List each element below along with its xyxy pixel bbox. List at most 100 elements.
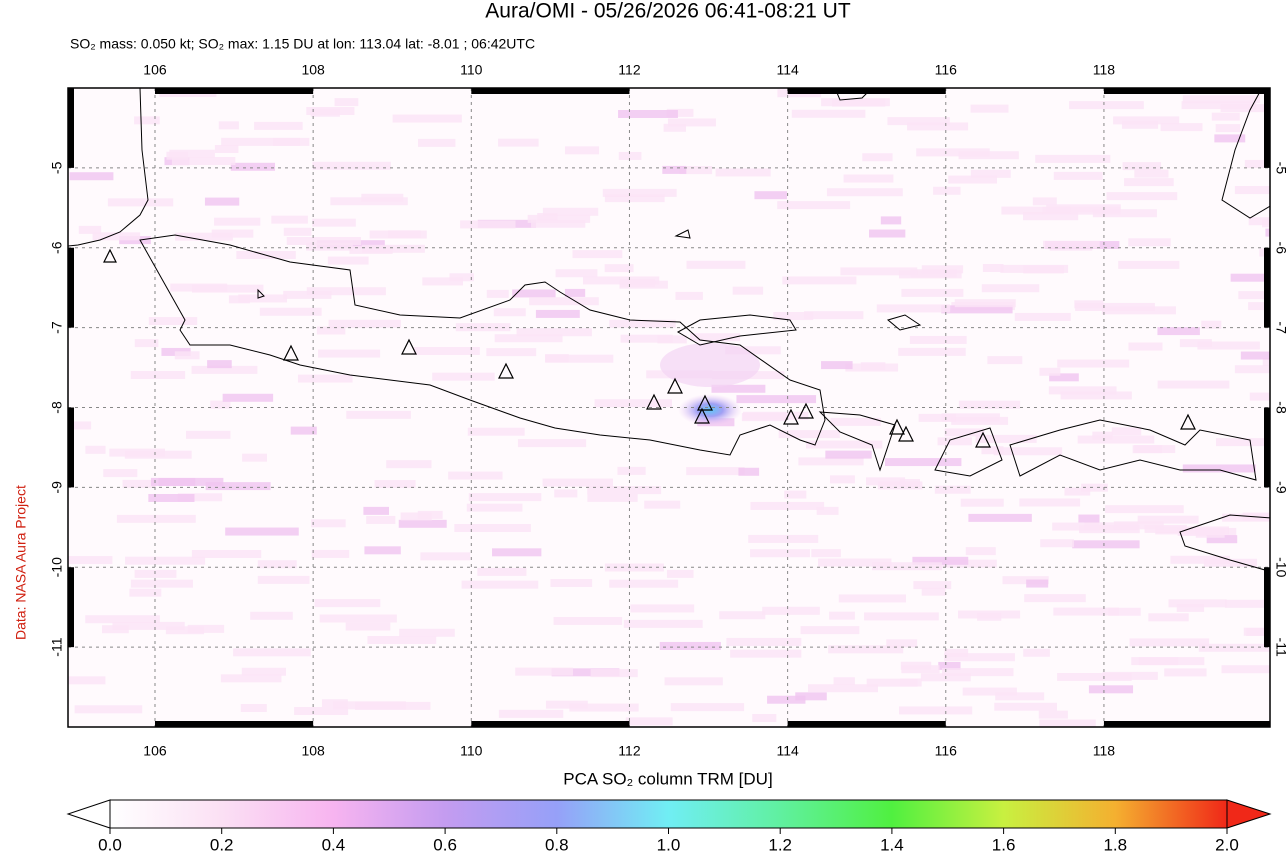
so2-pixel <box>449 273 474 282</box>
so2-pixel <box>572 250 623 259</box>
so2-pixel <box>220 674 282 683</box>
so2-pixel <box>795 692 827 701</box>
so2-pixel <box>620 334 673 343</box>
so2-pixel <box>74 705 143 714</box>
so2-pixel <box>800 626 860 635</box>
so2-pixel <box>1077 435 1155 444</box>
so2-pixel <box>912 556 969 565</box>
so2-pixel <box>1049 373 1079 382</box>
so2-pixel <box>103 469 138 478</box>
so2-pixel <box>664 677 723 686</box>
y-tick-label: -9 <box>49 481 65 494</box>
so2-pixel <box>1168 599 1227 608</box>
so2-pixel <box>719 611 766 620</box>
so2-pixel <box>618 151 642 160</box>
so2-pixel <box>116 514 196 523</box>
frame-bar <box>471 721 630 727</box>
so2-pixel <box>962 687 1017 696</box>
so2-pixel <box>1113 116 1180 125</box>
so2-pixel <box>833 677 855 686</box>
so2-pixel <box>545 354 614 363</box>
so2-pixel <box>1134 169 1169 178</box>
so2-pixel <box>257 575 310 584</box>
so2-pixel <box>1160 123 1203 132</box>
so2-pixel <box>778 430 840 439</box>
so2-pixel <box>363 506 389 515</box>
so2-pixel <box>134 339 159 348</box>
so2-pixel <box>1198 643 1270 652</box>
so2-pixel <box>553 616 623 625</box>
so2-pixel <box>327 256 369 265</box>
so2-pixel <box>311 519 346 528</box>
so2-pixel <box>542 207 599 216</box>
so2-pixel <box>191 550 262 559</box>
so2-pixel <box>130 371 186 380</box>
so2-pixel <box>666 108 694 117</box>
so2-pixel <box>512 289 556 298</box>
so2-pixel <box>85 445 106 454</box>
frame-bar <box>1103 721 1270 727</box>
so2-pixel <box>811 549 841 558</box>
frame-bar <box>68 567 74 648</box>
so2-pixel <box>987 356 1023 365</box>
so2-pixel <box>644 500 681 509</box>
so2-pixel <box>1023 648 1050 657</box>
so2-pixel <box>1203 558 1258 567</box>
so2-pixel <box>1081 483 1108 492</box>
x-tick-label: 108 <box>301 62 325 78</box>
so2-pixel <box>944 653 1015 662</box>
so2-pixel <box>918 413 956 422</box>
so2-pixel <box>1182 464 1256 473</box>
so2-pixel <box>1079 525 1140 534</box>
so2-pixel <box>319 614 397 623</box>
so2-pixel <box>386 460 432 469</box>
so2-pixel <box>1078 514 1100 523</box>
so2-pixel <box>1038 710 1068 719</box>
so2-pixel <box>1105 505 1184 514</box>
so2-pixel <box>1144 524 1187 533</box>
so2-pixel <box>204 197 240 206</box>
so2-pixel <box>107 198 174 207</box>
so2-pixel <box>418 138 456 147</box>
so2-pixel <box>492 548 542 557</box>
frame-bar <box>471 88 630 94</box>
so2-pixel <box>791 109 866 118</box>
so2-pixel <box>968 513 1032 522</box>
so2-pixel <box>1122 162 1162 171</box>
so2-pixel <box>1243 627 1270 636</box>
so2-pixel <box>828 645 904 654</box>
so2-pixel <box>730 649 802 658</box>
coastline <box>676 314 797 346</box>
x-tick-label: 118 <box>1093 743 1116 759</box>
colorbar <box>109 799 1228 829</box>
y-tick-label: -8 <box>49 401 65 414</box>
so2-pixel <box>1069 101 1144 110</box>
so2-pixel <box>1224 599 1270 608</box>
so2-pixel <box>1215 438 1270 447</box>
so2-pixel <box>921 265 964 274</box>
so2-pixel <box>545 700 588 709</box>
so2-pixel <box>328 319 401 328</box>
so2-pixel <box>1148 613 1189 622</box>
y-tick-label: -7 <box>1273 321 1288 334</box>
so2-pixel <box>1215 124 1241 133</box>
so2-pixel <box>374 480 416 489</box>
so2-pixel <box>192 284 264 293</box>
so2-pixel <box>314 599 381 608</box>
so2-pixel <box>1155 526 1229 535</box>
so2-plume <box>660 343 760 387</box>
so2-pixel <box>1157 380 1230 389</box>
so2-pixel <box>294 707 349 716</box>
so2-pixel <box>225 527 299 536</box>
so2-pixel <box>398 519 447 528</box>
so2-pixel <box>1039 367 1061 376</box>
so2-pixel <box>1111 427 1142 436</box>
so2-pixel <box>726 637 802 646</box>
so2-pixel <box>1002 576 1049 585</box>
so2-pixel <box>901 288 964 297</box>
colorbar-tick-label: 1.2 <box>768 835 792 854</box>
so2-pixel <box>941 305 1013 314</box>
so2-pixel <box>250 611 293 620</box>
so2-pixel <box>1060 391 1132 400</box>
so2-pixel <box>177 493 223 502</box>
